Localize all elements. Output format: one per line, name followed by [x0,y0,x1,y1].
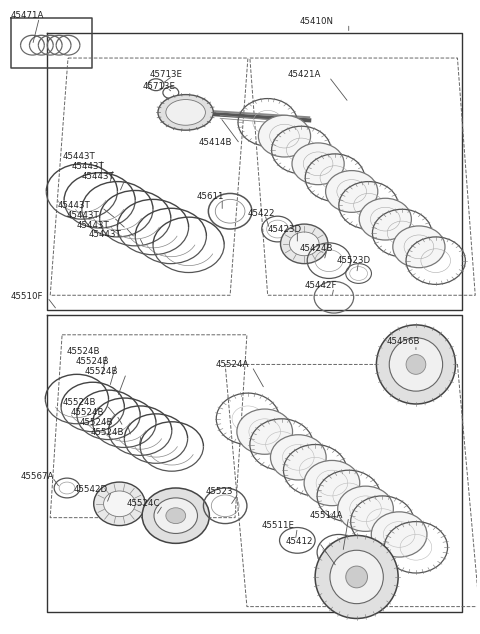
Text: 45611: 45611 [196,192,224,201]
Text: 45456B: 45456B [386,337,420,346]
Ellipse shape [280,224,328,264]
Ellipse shape [346,566,368,588]
Text: 45443T: 45443T [77,221,109,230]
Text: 45567A: 45567A [21,472,54,481]
Text: 45524B: 45524B [71,408,105,417]
Ellipse shape [292,143,344,184]
Text: 45524B: 45524B [85,367,118,376]
Text: 45713E: 45713E [142,82,175,91]
Text: 45510F: 45510F [11,292,43,301]
Text: 45443T: 45443T [67,210,100,220]
Ellipse shape [376,325,456,404]
Text: 45524B: 45524B [62,399,96,408]
Text: 45423D: 45423D [268,224,302,233]
Text: 45511E: 45511E [262,521,295,530]
Text: 45523: 45523 [205,488,233,496]
Ellipse shape [393,226,445,268]
Ellipse shape [315,536,398,619]
Ellipse shape [166,100,205,126]
Text: 45523D: 45523D [337,256,371,265]
Text: 45713E: 45713E [149,70,182,79]
Ellipse shape [325,171,378,212]
Text: 45524B: 45524B [91,428,124,437]
Ellipse shape [330,550,384,604]
Text: 45443T: 45443T [57,201,90,210]
Text: 45524C: 45524C [126,500,160,508]
Ellipse shape [406,354,426,374]
Text: 45443T: 45443T [89,231,121,240]
Ellipse shape [289,232,319,256]
Text: 45471A: 45471A [11,11,44,20]
Text: 45412: 45412 [286,537,313,546]
Text: 45421A: 45421A [288,70,321,79]
Ellipse shape [104,491,135,517]
Ellipse shape [142,488,209,543]
Ellipse shape [389,338,443,391]
Ellipse shape [154,498,197,533]
Ellipse shape [258,115,311,157]
Ellipse shape [359,198,411,240]
Ellipse shape [166,508,186,524]
Text: 45442F: 45442F [304,281,337,290]
Ellipse shape [158,94,213,130]
Text: 45422: 45422 [248,209,276,217]
Text: 45410N: 45410N [300,17,333,26]
Ellipse shape [338,486,394,531]
Ellipse shape [94,482,145,526]
Ellipse shape [271,435,326,480]
Text: 45424B: 45424B [300,244,333,254]
Text: 45514A: 45514A [309,511,343,520]
Text: 45443T: 45443T [62,152,95,162]
Text: 45414B: 45414B [199,138,232,146]
Text: 45443T: 45443T [72,162,105,171]
Ellipse shape [304,460,360,506]
Text: 45524A: 45524A [216,360,249,369]
Text: 45524B: 45524B [67,347,100,356]
Ellipse shape [237,409,292,455]
Text: 45443T: 45443T [82,172,115,181]
Text: 45524B: 45524B [76,357,109,366]
Ellipse shape [372,512,427,557]
Text: 45524B: 45524B [80,418,113,427]
Text: 45542D: 45542D [74,486,108,495]
